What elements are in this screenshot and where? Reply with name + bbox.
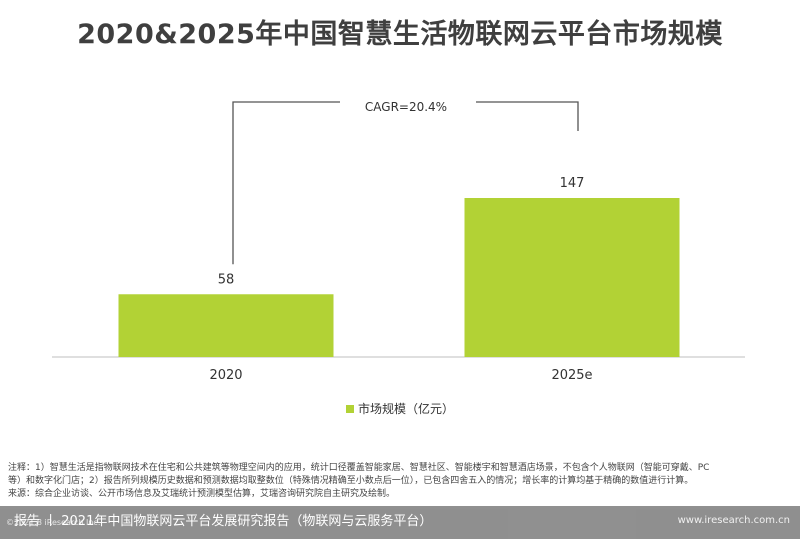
report-title: 报告 丨 2021年中国物联网云平台发展研究报告（物联网与云服务平台） <box>14 514 433 529</box>
data-label-2025e: 147 <box>560 176 585 191</box>
tick-label-2025e: 2025e <box>551 368 592 383</box>
copyright-text: ©2021.8 iResearch Inc. <box>6 518 101 527</box>
cagr-annotation: CAGR=20.4% <box>365 100 447 114</box>
cagr-bracket-left <box>232 101 340 265</box>
bar-chart: 58 2020 147 2025e CAGR=20.4% <box>52 100 745 383</box>
source-line: 来源：综合企业访谈、公开市场信息及艾瑞统计预测模型估算，艾瑞咨询研究院自主研究及… <box>8 489 396 499</box>
bar-2025e <box>464 198 680 357</box>
tick-label-2020: 2020 <box>209 368 242 383</box>
legend: 市场规模（亿元） <box>346 400 454 417</box>
bar-2020 <box>118 294 334 357</box>
website-link[interactable]: www.iresearch.com.cn <box>677 515 790 526</box>
footer-bar: ©2021.8 iResearch Inc. 报告 丨 2021年中国物联网云平… <box>0 506 800 539</box>
legend-swatch <box>346 404 354 413</box>
cagr-bracket-right <box>476 101 579 131</box>
notes: 注释：1）智慧生活是指物联网技术在住宅和公共建筑等物理空间内的应用，统计口径覆盖… <box>8 462 793 501</box>
note-line-2: 等）和数字化门店；2）报告所列规模历史数据和预测数据均取整数位（特殊情况精确至小… <box>8 476 694 486</box>
chart-title: 2020&2025年中国智慧生活物联网云平台市场规模 <box>77 19 723 50</box>
data-label-2020: 58 <box>218 272 235 287</box>
legend-label: 市场规模（亿元） <box>358 402 455 416</box>
note-line-1: 注释：1）智慧生活是指物联网技术在住宅和公共建筑等物理空间内的应用，统计口径覆盖… <box>8 463 710 473</box>
